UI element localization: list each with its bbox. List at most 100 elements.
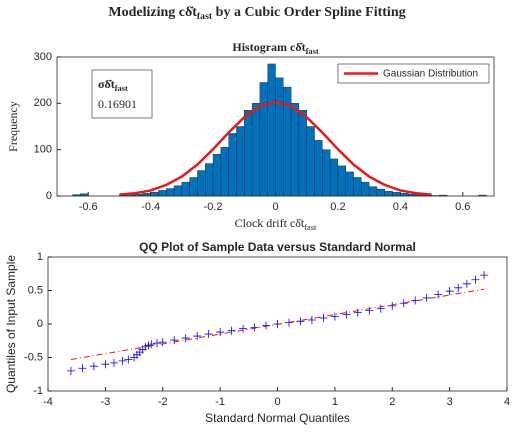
legend-label: Gaussian Distribution bbox=[383, 69, 478, 80]
x-tick-label: 0.4 bbox=[393, 201, 408, 213]
bar bbox=[212, 154, 222, 197]
bar bbox=[314, 140, 323, 197]
x-tick-label: 0 bbox=[274, 396, 280, 408]
x-tick-label: -2 bbox=[158, 396, 168, 408]
gaussian-curve bbox=[119, 100, 432, 196]
x-tick-label: -0.6 bbox=[79, 201, 98, 213]
text-part: fast bbox=[197, 11, 213, 22]
x-tick-label: 0.6 bbox=[455, 201, 470, 213]
x-tick-label: 0 bbox=[272, 201, 278, 213]
marker bbox=[250, 323, 259, 332]
bar bbox=[251, 103, 261, 197]
y-tick-label: 0.5 bbox=[28, 284, 43, 296]
bar bbox=[197, 170, 206, 197]
x-tick-label: 4 bbox=[504, 396, 510, 408]
text-part: by a Cubic Order Spline Fitting bbox=[212, 5, 405, 20]
marker bbox=[480, 271, 489, 280]
bar bbox=[368, 186, 378, 197]
marker bbox=[66, 366, 75, 375]
bar bbox=[267, 63, 276, 197]
marker bbox=[353, 308, 362, 317]
bar bbox=[345, 171, 354, 197]
bar bbox=[392, 192, 401, 197]
figure-title: Modelizing cδ̇tfast by a Cubic Order Spl… bbox=[108, 5, 405, 22]
bar bbox=[166, 188, 175, 197]
marker bbox=[471, 275, 480, 284]
bar bbox=[173, 185, 183, 197]
bar bbox=[142, 193, 151, 197]
bar bbox=[189, 177, 198, 197]
marker bbox=[319, 313, 328, 322]
marker bbox=[422, 293, 431, 302]
marker bbox=[434, 290, 443, 299]
legend-box bbox=[337, 63, 490, 84]
marker bbox=[307, 315, 316, 324]
bar bbox=[259, 82, 268, 197]
marker bbox=[462, 279, 471, 288]
bar bbox=[158, 190, 167, 197]
x-tick-label: -0.2 bbox=[204, 201, 223, 213]
marker bbox=[124, 355, 133, 364]
bar bbox=[181, 181, 190, 197]
bar bbox=[236, 126, 245, 197]
marker bbox=[170, 336, 179, 345]
marker bbox=[204, 330, 213, 339]
bar bbox=[376, 188, 385, 197]
y-tick-label: 100 bbox=[34, 144, 52, 156]
x-tick-label: -3 bbox=[100, 396, 110, 408]
bar bbox=[384, 191, 393, 197]
x-tick-label: -4 bbox=[43, 396, 53, 408]
y-tick-label: -0.5 bbox=[24, 351, 43, 363]
bar bbox=[322, 149, 331, 197]
marker bbox=[376, 304, 385, 313]
text-part: fast bbox=[115, 84, 128, 93]
marker bbox=[227, 326, 236, 335]
x-tick-label: -0.4 bbox=[141, 201, 160, 213]
marker bbox=[239, 324, 248, 333]
x-tick-label: 3 bbox=[447, 396, 453, 408]
y-tick-label: 300 bbox=[34, 51, 52, 63]
axes-box bbox=[47, 256, 508, 392]
x-tick-label: -1 bbox=[215, 396, 225, 408]
marker bbox=[342, 310, 351, 319]
marker bbox=[147, 340, 156, 349]
bar bbox=[220, 147, 229, 197]
x-tick-label: 0.2 bbox=[330, 201, 345, 213]
marker bbox=[118, 356, 127, 365]
y-tick-label: 0 bbox=[46, 190, 52, 202]
bar bbox=[290, 103, 300, 197]
x-tick-label: 2 bbox=[389, 396, 395, 408]
x-axis-label: Standard Normal Quantiles bbox=[205, 411, 350, 425]
bar bbox=[244, 110, 253, 197]
text-part: fast bbox=[304, 223, 317, 232]
annotation-label: σδ̇tfast bbox=[98, 77, 128, 93]
bar bbox=[353, 177, 362, 197]
text-part: Clock drift cδ̇t bbox=[235, 216, 305, 230]
marker bbox=[445, 287, 454, 296]
bar bbox=[400, 193, 409, 197]
x-tick-label: 1 bbox=[332, 396, 338, 408]
text-part: Histogram cδ̇t bbox=[232, 40, 305, 54]
marker bbox=[109, 358, 118, 367]
bar bbox=[337, 165, 346, 197]
y-axis-label: Quantiles of Input Sample bbox=[4, 255, 18, 393]
bar bbox=[306, 126, 315, 197]
marker bbox=[330, 312, 339, 321]
y-tick-label: 200 bbox=[34, 97, 52, 109]
text-part: fast bbox=[306, 47, 319, 56]
chart-title: QQ Plot of Sample Data versus Standard N… bbox=[139, 240, 416, 254]
bar bbox=[275, 77, 284, 197]
text-part: Modelizing cδ̇t bbox=[108, 5, 197, 20]
marker bbox=[193, 332, 202, 341]
marker bbox=[365, 306, 374, 315]
y-tick-label: 1 bbox=[37, 251, 43, 263]
bar bbox=[205, 163, 214, 197]
marker bbox=[454, 283, 463, 292]
annotation-value: 0.16901 bbox=[98, 97, 137, 111]
reference-line bbox=[70, 288, 485, 361]
text-part: σδ̇t bbox=[98, 77, 115, 91]
bar bbox=[228, 133, 237, 197]
bar bbox=[298, 110, 307, 197]
y-axis-label: Frequency bbox=[6, 101, 20, 152]
